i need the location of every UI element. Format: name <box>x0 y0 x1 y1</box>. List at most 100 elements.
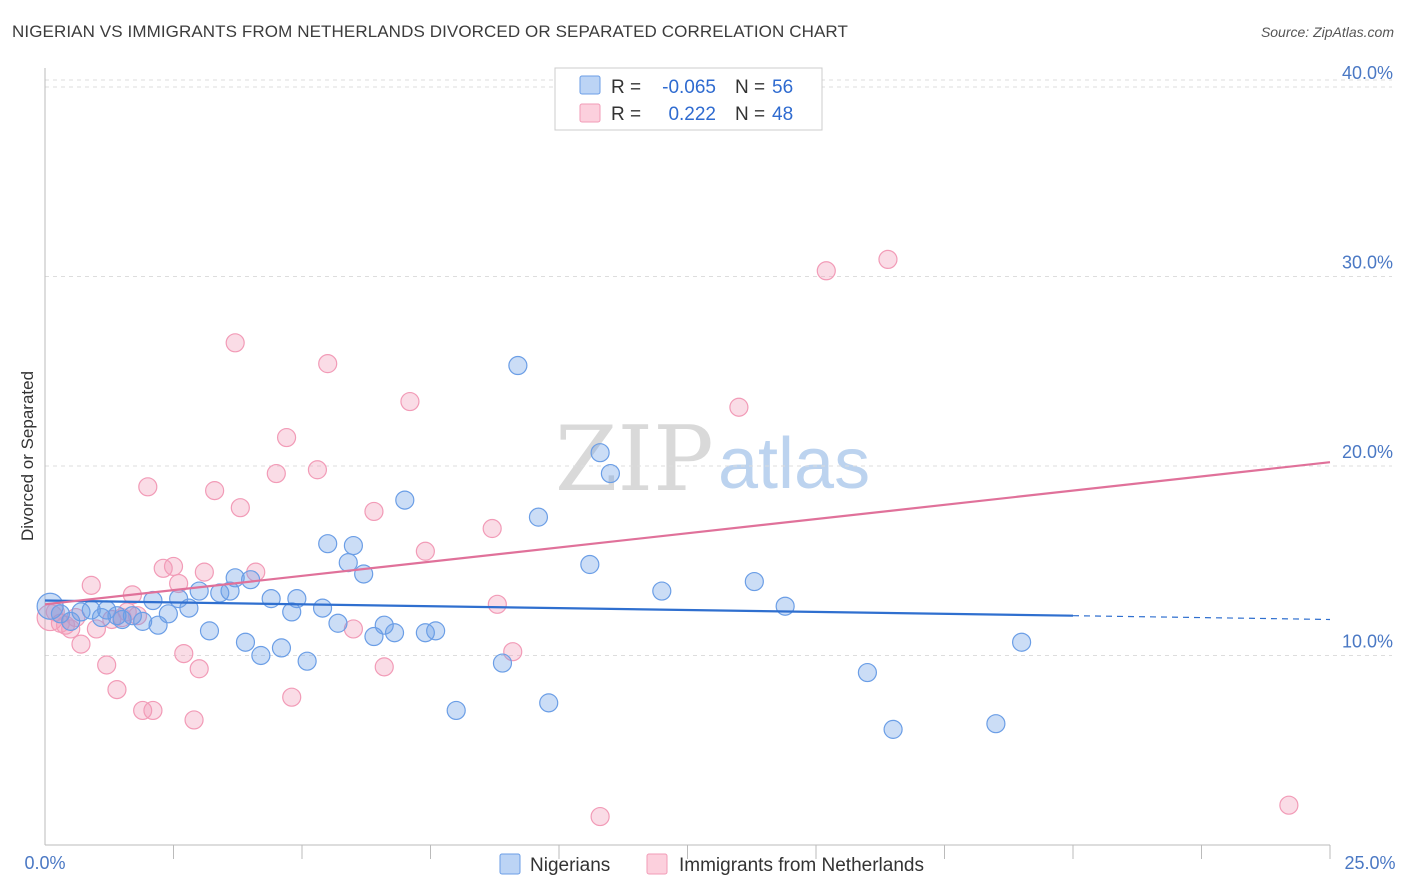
chart-source: Source: ZipAtlas.com <box>1260 24 1394 40</box>
netherlands-point <box>127 606 148 626</box>
y-axis-label: Divorced or Separated <box>18 371 37 541</box>
nigerians-point <box>857 662 878 683</box>
nigerians-point <box>744 571 764 592</box>
nigerians-point <box>600 463 621 484</box>
netherlands-point <box>374 657 394 677</box>
netherlands-point <box>71 634 91 654</box>
netherlands-point <box>81 575 101 595</box>
legend-swatch-netherlands <box>579 103 601 123</box>
nigerians-point <box>508 355 528 376</box>
legend-label-netherlands: Immigrants from Netherlands <box>679 855 924 876</box>
trend-line-nigerians-extension <box>1072 615 1331 621</box>
legend-swatch-bottom-nigerians <box>499 853 521 875</box>
legend-n-value-2: 48 <box>772 104 793 125</box>
netherlands-point <box>1279 795 1299 815</box>
legend-r-value-1: -0.065 <box>662 77 716 98</box>
netherlands-point <box>184 710 204 730</box>
nigerians-point <box>235 632 256 652</box>
nigerians-point <box>492 653 513 673</box>
netherlands-point <box>590 806 610 827</box>
netherlands-point <box>487 594 507 614</box>
netherlands-point <box>816 261 836 281</box>
nigerians-point <box>986 714 1006 734</box>
nigerians-point <box>318 534 338 554</box>
legend-label-nigerians: Nigerians <box>530 855 610 876</box>
netherlands-point <box>276 427 297 448</box>
nigerians-point <box>241 570 261 590</box>
netherlands-point <box>205 481 225 501</box>
netherlands-point <box>194 562 214 582</box>
watermark-atlas: atlas <box>718 424 870 504</box>
netherlands-point <box>878 249 898 270</box>
nigerians-point <box>50 604 71 624</box>
nigerians-point <box>328 613 348 633</box>
legend-swatch-bottom-netherlands <box>646 853 668 875</box>
nigerians-point <box>343 535 363 556</box>
watermark-zip: ZIP <box>555 407 714 512</box>
y-tick-label: 40.0% <box>1342 63 1393 83</box>
netherlands-point <box>55 615 76 635</box>
netherlands-point <box>107 679 127 700</box>
y-tick-label: 20.0% <box>1342 442 1393 462</box>
x-axis-ticks <box>173 845 1331 859</box>
netherlands-point <box>86 619 107 639</box>
netherlands-point <box>282 687 302 707</box>
netherlands-point <box>729 397 749 417</box>
nigerians-point <box>338 553 358 573</box>
nigerians-point <box>251 645 271 666</box>
netherlands-point <box>230 498 250 518</box>
legend-r-label-1: R = <box>611 77 641 98</box>
nigerians-point <box>446 700 466 721</box>
nigerians-point <box>297 651 317 671</box>
netherlands-point <box>415 541 435 561</box>
legend-r-label-2: R = <box>611 104 641 125</box>
netherlands-point <box>163 556 184 577</box>
netherlands-point <box>266 463 286 484</box>
netherlands-point <box>318 354 338 374</box>
y-tick-label: 10.0% <box>1342 631 1393 651</box>
series-legend: Nigerians Immigrants from Netherlands <box>499 853 924 876</box>
nigerians-point <box>143 590 163 611</box>
netherlands-point <box>143 700 163 721</box>
netherlands-point <box>138 477 158 497</box>
nigerians-point <box>133 611 153 631</box>
nigerians-point <box>112 609 132 630</box>
trend-line-netherlands <box>44 461 1331 606</box>
netherlands-point <box>174 643 194 664</box>
nigerians-point <box>1011 632 1032 652</box>
nigerians-point <box>312 598 333 618</box>
legend-n-label-2: N = <box>735 104 765 125</box>
nigerians-point <box>189 581 209 601</box>
series-netherlands <box>36 249 1299 827</box>
netherlands-point <box>66 607 86 628</box>
netherlands-point <box>133 700 153 721</box>
nigerians-point <box>652 581 672 601</box>
legend-r-value-2: 0.222 <box>668 104 716 125</box>
legend-n-label-1: N = <box>735 77 765 98</box>
watermark: ZIP atlas <box>555 407 870 512</box>
nigerians-point <box>271 638 292 658</box>
nigerians-point <box>384 623 405 643</box>
nigerians-point <box>122 606 142 626</box>
netherlands-point <box>364 501 384 522</box>
nigerians-point <box>158 604 178 624</box>
nigerians-point <box>374 615 394 635</box>
legend-n-value-1: 56 <box>772 77 793 98</box>
nigerians-point <box>528 507 549 527</box>
nigerians-point <box>395 490 415 510</box>
correlation-legend: R = -0.065 N = 56 R = 0.222 N = 48 <box>554 67 823 131</box>
netherlands-point <box>61 619 81 639</box>
nigerians-point <box>580 554 600 575</box>
nigerians-point <box>590 443 610 463</box>
nigerians-point <box>199 621 220 641</box>
nigerians-point <box>539 693 559 713</box>
legend-swatch-nigerians <box>579 75 601 95</box>
y-tick-labels: 10.0% 20.0% 30.0% 40.0% <box>1342 63 1393 652</box>
netherlands-point <box>307 460 328 480</box>
x-tick-label-max: 25.0% <box>1344 853 1395 873</box>
nigerians-point <box>883 719 903 739</box>
x-tick-label-min: 0.0% <box>24 853 65 873</box>
netherlands-point <box>225 333 245 353</box>
netherlands-point <box>189 659 209 679</box>
